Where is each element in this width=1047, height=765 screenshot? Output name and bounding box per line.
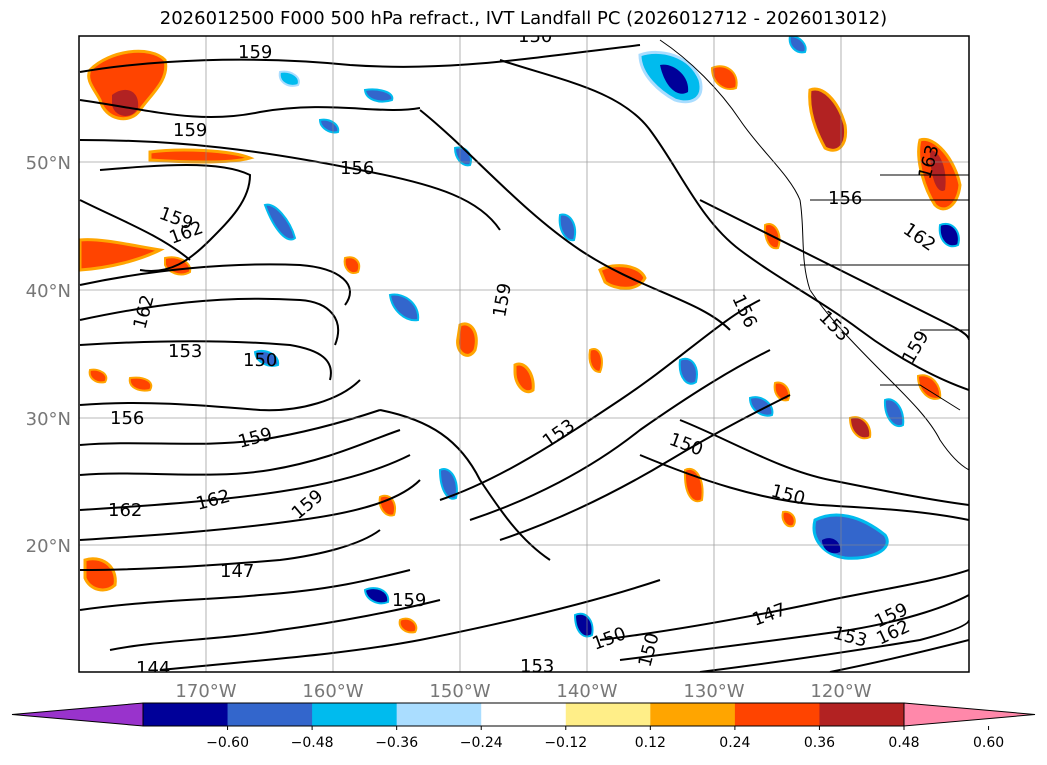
colorbar-tick-label: −0.24 <box>460 735 503 751</box>
colorbar-tick-label: 0.60 <box>973 735 1004 751</box>
refractivity-anomaly-shading <box>79 36 962 638</box>
contour-label: 144 <box>136 658 170 679</box>
lon-label: 170°W <box>175 681 236 702</box>
colorbar-outline <box>142 702 905 727</box>
contour-label: 150 <box>666 429 705 460</box>
colorbar-tick-label: −0.60 <box>206 735 249 751</box>
lon-label: 120°W <box>810 681 871 702</box>
lat-label: 50°N <box>26 153 71 174</box>
contour-label: 153 <box>520 656 554 677</box>
contour-label: 147 <box>220 561 254 582</box>
colorbar-cell <box>227 703 313 726</box>
lon-label: 140°W <box>556 681 617 702</box>
colorbar-cell <box>481 703 567 726</box>
contour-label: 150 <box>243 350 277 371</box>
contour-label: 153 <box>168 341 202 362</box>
lon-label: 150°W <box>429 681 490 702</box>
lat-label: 40°N <box>26 281 71 302</box>
contour-label: 159 <box>173 120 207 141</box>
latitude-labels: 50°N 40°N 30°N 20°N <box>26 153 71 557</box>
coastline <box>659 39 969 471</box>
contour-label: 147 <box>750 599 789 630</box>
contour-label: 156 <box>828 188 862 209</box>
contour-label: 150 <box>769 481 808 510</box>
map-plot-area: 159 150 159 156 159 162 162 153 150 156 … <box>79 26 969 679</box>
longitude-labels: 170°W 160°W 150°W 140°W 130°W 120°W <box>175 681 871 702</box>
colorbar: −0.60 −0.48 −0.36 −0.24 −0.12 0.12 0.24 0.36 0.4… <box>11 702 1036 751</box>
contour-label: 156 <box>110 408 144 429</box>
colorbar-cell <box>650 703 736 726</box>
contour-label: 159 <box>288 486 328 524</box>
contour-label: 153 <box>539 415 579 452</box>
contour-label: 153 <box>814 307 853 346</box>
contour-label: 159 <box>236 424 275 453</box>
colorbar-cell <box>396 703 482 726</box>
contour-label: 150 <box>518 26 552 47</box>
colorbar-tick-label: −0.36 <box>375 735 418 751</box>
colorbar-cell <box>734 703 820 726</box>
contour-label: 156 <box>727 291 761 331</box>
contour-label: 159 <box>392 590 426 611</box>
colorbar-tick-label: −0.12 <box>544 735 587 751</box>
colorbar-tick-label: 0.36 <box>804 735 835 751</box>
colorbar-cell <box>819 703 905 726</box>
lat-lon-grid <box>79 36 969 672</box>
colorbar-cell <box>565 703 651 726</box>
colorbar-tick-label: 0.24 <box>719 735 750 751</box>
contour-label: 162 <box>130 293 159 332</box>
lon-label: 160°W <box>302 681 363 702</box>
lat-label: 20°N <box>26 536 71 557</box>
colorbar-tick-label: −0.48 <box>291 735 334 751</box>
colorbar-tick-label: 0.48 <box>888 735 919 751</box>
lat-label: 30°N <box>26 409 71 430</box>
colorbar-extend-max <box>903 702 1036 727</box>
contour-label: 150 <box>590 623 629 654</box>
contour-label: 162 <box>194 486 233 515</box>
colorbar-extend-min <box>11 702 144 727</box>
contour-label: 150 <box>635 631 664 670</box>
contour-label: 162 <box>899 219 939 256</box>
colorbar-tick-label: 0.12 <box>635 735 666 751</box>
map-title: 2026012500 F000 500 hPa refract., IVT La… <box>159 8 888 29</box>
plot-frame <box>78 35 970 673</box>
height-contours <box>79 44 969 672</box>
lon-label: 130°W <box>683 681 744 702</box>
contour-label: 162 <box>108 500 142 521</box>
contour-label: 156 <box>340 158 374 179</box>
colorbar-cell <box>312 703 398 726</box>
contour-label: 159 <box>898 327 933 367</box>
colorbar-cell <box>143 703 229 726</box>
contour-label: 159 <box>238 42 272 63</box>
contour-label: 159 <box>489 281 516 318</box>
